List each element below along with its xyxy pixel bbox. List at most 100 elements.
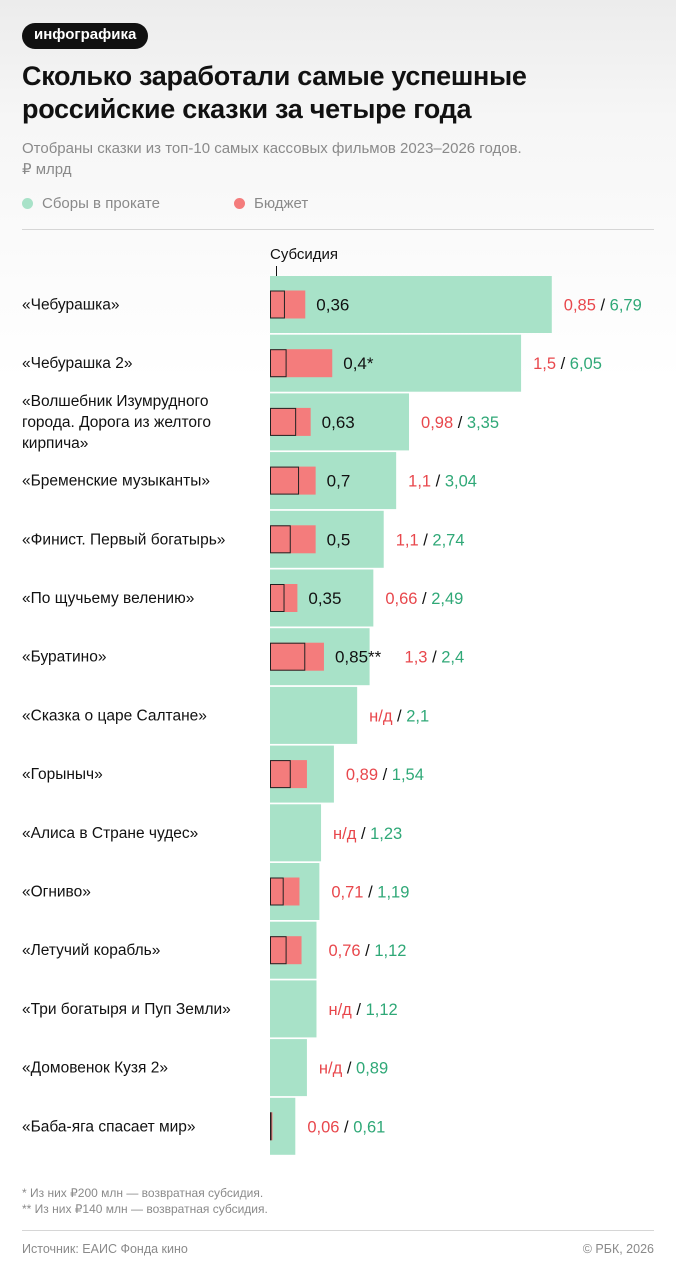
row-label: «Чебурашка»: [22, 297, 120, 314]
legend-item-boxoffice: Сборы в прокате: [22, 195, 160, 212]
boxoffice-bar: [270, 980, 317, 1038]
subsidy-box: [270, 936, 287, 965]
subsidy-value: 0,7: [327, 472, 351, 491]
subsidy-box: [270, 466, 300, 495]
subtitle-line-1: Отобраны сказки из топ-10 самых кассовых…: [22, 140, 522, 157]
row-label: «По щучьему велению»: [22, 590, 194, 607]
row-label-line: «Чебурашка»: [22, 297, 120, 314]
boxoffice-value: 1,12: [366, 1001, 398, 1019]
value-separator: /: [392, 707, 406, 725]
subsidy-box: [270, 525, 291, 554]
boxoffice-bar: [270, 686, 358, 744]
boxoffice-value: 1,12: [374, 942, 406, 960]
row-label-line: «Чебурашка 2»: [22, 355, 132, 372]
boxoffice-value: 1,19: [377, 884, 409, 902]
row-label-line: «Домовенок Кузя 2»: [22, 1060, 168, 1077]
value-labels: 1,5 / 6,05: [533, 355, 602, 373]
budget-bar: [270, 466, 316, 495]
boxoffice-value: 0,61: [353, 1118, 385, 1136]
subsidy-value: 0,85**: [335, 648, 382, 667]
row-label-line: «Летучий корабль»: [22, 942, 160, 959]
title-line-1: Сколько заработали самые успешные: [22, 61, 527, 91]
subsidy-box: [270, 290, 285, 319]
row-label: «Финист. Первый богатырь»: [22, 531, 225, 548]
boxoffice-value: 2,4: [441, 649, 464, 667]
source-note: Источник: ЕАИС Фонда кино: [22, 1242, 188, 1256]
row-label: «Волшебник Изумрудного города. Дорога из …: [22, 393, 211, 452]
legend-swatch-budget: [234, 198, 245, 209]
budget-bar: [270, 525, 316, 554]
subtitle-line-2: ₽ млрд: [22, 161, 72, 178]
row-label: «Домовенок Кузя 2»: [22, 1060, 168, 1077]
value-separator: /: [342, 1060, 356, 1078]
value-labels: н/д / 2,1: [369, 707, 429, 725]
value-separator: /: [596, 297, 610, 315]
footnote-2: ** Из них ₽140 млн — возвратная субсидия…: [22, 1202, 268, 1216]
subsidy-box: [270, 642, 306, 671]
legend-label-budget: Бюджет: [254, 195, 309, 212]
subsidy-box: [270, 584, 285, 612]
row-label: «Три богатыря и Пуп Земли»: [22, 1001, 231, 1018]
value-labels: 0,66 / 2,49: [385, 590, 463, 608]
budget-value: н/д: [369, 707, 393, 725]
value-separator: /: [356, 825, 370, 843]
budget-value: н/д: [333, 825, 357, 843]
row-label: «Буратино»: [22, 649, 107, 666]
row-label: «Летучий корабль»: [22, 942, 160, 959]
boxoffice-bar: [270, 804, 322, 862]
bottom-divider: [22, 1230, 654, 1231]
copyright: © РБК, 2026: [582, 1242, 654, 1256]
value-separator: /: [431, 473, 445, 491]
value-labels: 1,1 / 2,74: [396, 531, 465, 549]
value-separator: /: [352, 1001, 366, 1019]
boxoffice-value: 0,89: [356, 1060, 388, 1078]
budget-value: 1,3: [405, 649, 428, 667]
row-label-line: «Огниво»: [22, 884, 91, 901]
value-labels: н/д / 0,89: [319, 1060, 388, 1078]
row-label: «Бременские музыканты»: [22, 473, 210, 490]
boxoffice-bar: [270, 1039, 307, 1097]
row-label: «Чебурашка 2»: [22, 355, 132, 372]
legend-swatch-boxoffice: [22, 198, 33, 209]
row-label: «Баба-яга спасает мир»: [22, 1118, 196, 1135]
row-label-line: «По щучьему велению»: [22, 590, 194, 607]
value-labels: 0,98 / 3,35: [421, 414, 499, 432]
legend-item-budget: Бюджет: [234, 195, 308, 212]
value-separator: /: [364, 884, 378, 902]
budget-value: 0,89: [346, 766, 378, 784]
budget-value: н/д: [328, 1001, 352, 1019]
value-separator: /: [378, 766, 392, 784]
row-label-line: «Бременские музыканты»: [22, 473, 210, 490]
budget-value: н/д: [319, 1060, 343, 1078]
budget-value: 0,66: [385, 590, 417, 608]
boxoffice-value: 2,49: [431, 590, 463, 608]
budget-bar: [270, 349, 333, 378]
boxoffice-value: 2,74: [432, 531, 464, 549]
title-line-2: российские сказки за четыре года: [22, 94, 472, 124]
subsidy-value: 0,36: [316, 296, 349, 315]
subtitle: Отобраны сказки из топ-10 самых кассовых…: [22, 138, 662, 180]
value-separator: /: [427, 649, 441, 667]
boxoffice-bar: [270, 1097, 296, 1155]
budget-bar: [270, 760, 307, 789]
row-label-line: «Буратино»: [22, 649, 107, 666]
budget-value: 0,85: [564, 297, 596, 315]
subsidy-box: [270, 349, 287, 378]
budget-value: 1,1: [408, 473, 431, 491]
budget-bar: [270, 407, 311, 436]
row-label-line: «Горыныч»: [22, 766, 103, 783]
subsidy-value: 0,4*: [343, 354, 374, 373]
row-label-line: «Финист. Первый богатырь»: [22, 531, 225, 548]
subsidy-value: 0,63: [322, 413, 355, 432]
value-labels: 0,85 / 6,79: [564, 297, 642, 315]
budget-value: 1,1: [396, 531, 419, 549]
row-label-line: города. Дорога из желтого: [22, 414, 211, 431]
value-separator: /: [419, 531, 433, 549]
boxoffice-value: 3,35: [467, 414, 499, 432]
subsidy-box: [270, 877, 284, 906]
budget-value: 0,06: [307, 1118, 339, 1136]
value-separator: /: [339, 1118, 353, 1136]
subsidy-box: [270, 407, 297, 436]
value-labels: н/д / 1,12: [328, 1001, 397, 1019]
row-label-line: «Баба-яга спасает мир»: [22, 1118, 196, 1135]
